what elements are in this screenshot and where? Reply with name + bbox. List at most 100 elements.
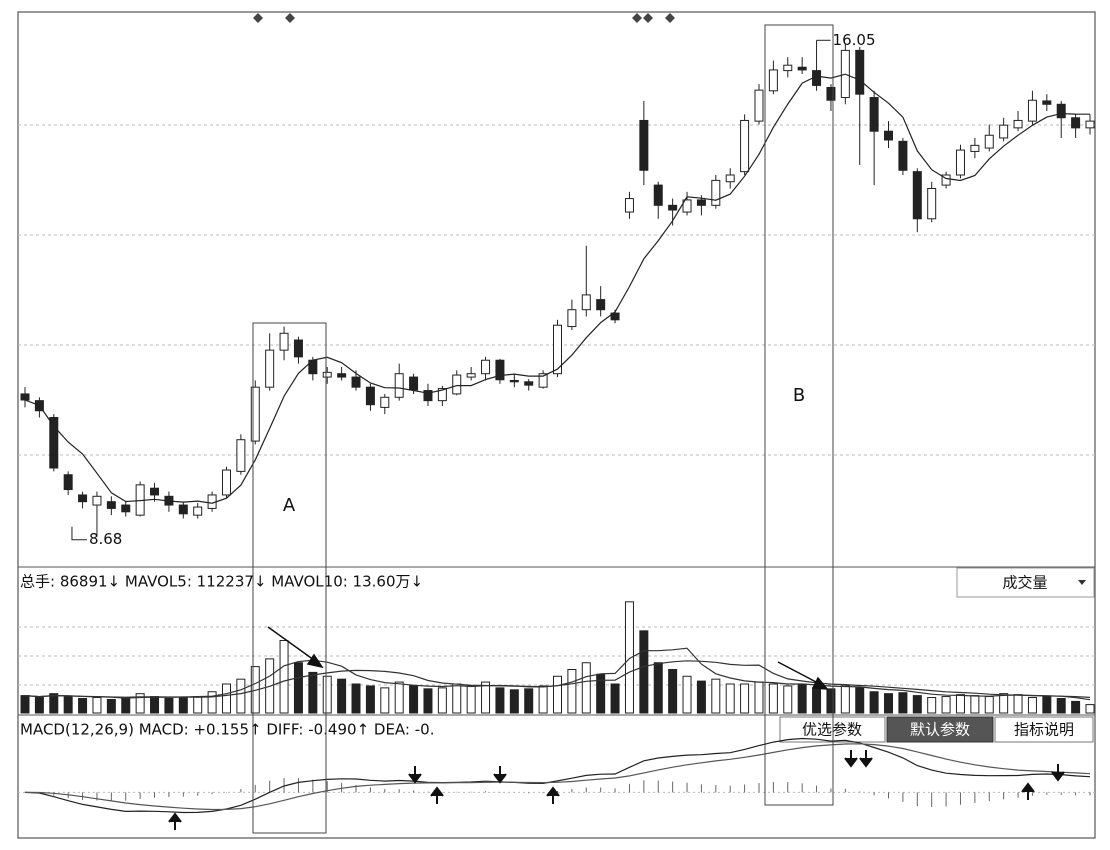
volume-bar xyxy=(322,675,332,714)
volume-bar xyxy=(711,678,721,714)
volume-bar xyxy=(653,662,663,714)
candle-body xyxy=(682,199,692,213)
candle-body xyxy=(221,469,231,496)
candle-body xyxy=(970,144,980,152)
candle-body xyxy=(351,376,361,388)
volume-bar xyxy=(884,693,894,714)
candle-body xyxy=(265,349,275,388)
top-markers xyxy=(253,13,675,23)
volume-bar xyxy=(725,683,735,714)
down-arrow xyxy=(408,766,422,784)
volume-bar xyxy=(207,691,217,714)
down-arrow xyxy=(859,750,873,768)
candle-body xyxy=(495,359,505,381)
candle-body xyxy=(653,184,663,206)
volume-bar xyxy=(452,683,462,714)
candle-body xyxy=(380,396,390,408)
candle-body xyxy=(250,386,260,442)
volume-bar xyxy=(610,683,620,714)
volume-bar xyxy=(696,680,706,714)
zone-label: A xyxy=(283,495,296,516)
volume-header: 总手: 86891↓ MAVOL5: 112237↓ MAVOL10: 13.6… xyxy=(20,573,423,591)
chart-frame xyxy=(17,11,1096,839)
candle-body xyxy=(20,393,30,401)
candle-body xyxy=(423,390,433,402)
low-label: 8.68 xyxy=(89,530,122,548)
volume-bar xyxy=(768,683,778,714)
candle-body xyxy=(999,124,1009,139)
volume-bar xyxy=(898,692,908,714)
candle-body xyxy=(581,294,591,311)
volume-bar xyxy=(970,695,980,714)
candle-body xyxy=(437,388,447,402)
candle-body xyxy=(78,494,88,503)
candle-body xyxy=(567,309,577,328)
volume-bar xyxy=(553,675,562,714)
volume-bar xyxy=(78,698,88,714)
volume-bar xyxy=(1042,696,1052,714)
up-arrow xyxy=(1021,782,1035,800)
candle-body xyxy=(178,504,188,515)
volume-bar xyxy=(92,697,102,714)
candle-body xyxy=(898,140,908,171)
candle-body xyxy=(1056,103,1066,119)
arrow xyxy=(267,626,315,661)
volume-bar xyxy=(365,685,375,714)
volume-bar xyxy=(754,681,764,714)
volume-bar xyxy=(1056,698,1066,714)
candle-body xyxy=(121,504,131,513)
leader-line xyxy=(71,526,87,541)
button-label: 优选参数 xyxy=(802,721,862,739)
candle-body xyxy=(322,371,332,378)
volume-bar xyxy=(1027,697,1037,714)
candle-body xyxy=(466,373,476,378)
volume-bar xyxy=(437,687,447,714)
candle-body xyxy=(293,339,303,358)
volume-bar xyxy=(941,696,951,714)
candle-body xyxy=(1085,120,1095,129)
button[interactable] xyxy=(886,716,994,743)
candle-body xyxy=(524,381,534,386)
marker xyxy=(253,13,263,23)
candle-body xyxy=(668,204,678,211)
volume-selector-label: 成交量 xyxy=(1002,574,1047,592)
candle-body xyxy=(610,312,620,321)
candle-body xyxy=(740,119,750,173)
volume-bar xyxy=(164,698,174,714)
button[interactable] xyxy=(994,716,1094,743)
volume-selector[interactable] xyxy=(956,567,1095,598)
volume-bar xyxy=(927,697,937,714)
candle-body xyxy=(236,439,246,472)
volume-bar xyxy=(337,678,347,714)
candle-body xyxy=(639,119,649,171)
volume-bar xyxy=(538,685,548,714)
candle-body xyxy=(481,359,491,375)
volume-bar xyxy=(912,695,922,714)
zone-box xyxy=(764,24,834,806)
volume-bar xyxy=(840,685,850,714)
candle-body xyxy=(984,134,994,149)
volume-bar xyxy=(409,685,419,714)
marker xyxy=(285,13,295,23)
marks: 8.68 16.05 xyxy=(18,31,1095,814)
volume-bar xyxy=(49,693,59,714)
high-label: 16.05 xyxy=(833,31,876,49)
candle-body xyxy=(452,374,462,395)
volume-bar xyxy=(106,698,116,714)
candle-body xyxy=(63,474,73,491)
volume-bar xyxy=(581,662,591,714)
ma-line xyxy=(24,73,1091,504)
volume-bar xyxy=(524,688,534,714)
zone-label: B xyxy=(793,385,805,406)
volume-bar xyxy=(308,671,318,714)
mavol-line xyxy=(24,660,1091,698)
volume-bar xyxy=(466,685,476,714)
candle-body xyxy=(783,64,793,72)
volume-bar xyxy=(481,681,491,714)
volume-bar xyxy=(1085,704,1095,714)
candle-body xyxy=(509,379,519,383)
volume-bar xyxy=(121,698,131,714)
candle-body xyxy=(538,373,548,388)
volume-bar xyxy=(567,669,577,714)
diff-line xyxy=(24,737,1091,814)
